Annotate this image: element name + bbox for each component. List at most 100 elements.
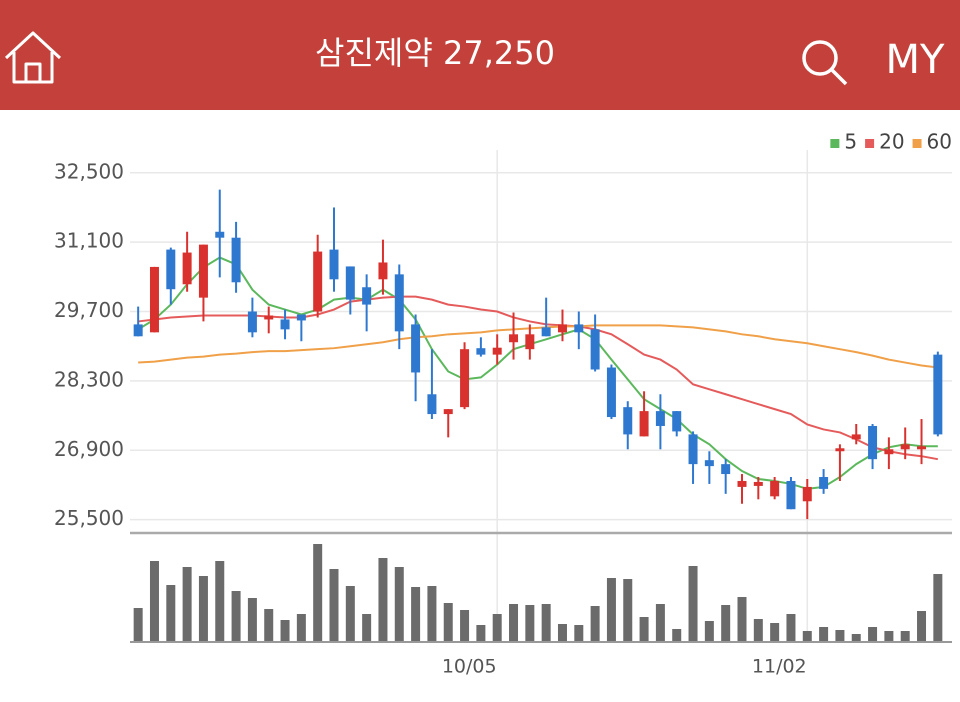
volume-bar — [460, 610, 470, 641]
moving-average-line — [137, 256, 938, 490]
candle-body — [770, 480, 780, 497]
candle-body — [182, 252, 192, 285]
candle-body — [590, 329, 600, 370]
candle-body — [753, 481, 763, 486]
volume-bar — [427, 586, 437, 641]
candle-body — [884, 449, 894, 455]
candle-body — [476, 348, 486, 355]
volume-bar — [851, 634, 861, 641]
candle-body — [819, 477, 829, 489]
volume-bar — [182, 567, 192, 641]
candle-body — [917, 446, 927, 450]
legend-label: 60 — [927, 130, 952, 154]
candle-body — [704, 460, 714, 467]
candle-body — [296, 314, 306, 321]
volume-bar — [476, 625, 486, 641]
volume-bar — [835, 630, 845, 641]
candle-body — [525, 334, 535, 350]
candle-body — [133, 324, 143, 337]
candle-body — [900, 444, 910, 450]
volume-bar — [884, 631, 894, 641]
volume-bar — [231, 591, 241, 641]
home-button[interactable] — [4, 31, 62, 84]
legend-label: 20 — [879, 130, 904, 154]
candle-body — [933, 354, 943, 435]
candle-body — [198, 244, 208, 298]
volume-bar — [574, 625, 584, 641]
candle-body — [574, 324, 584, 333]
volume-bar — [296, 614, 306, 641]
candle-body — [329, 249, 339, 280]
candle-body — [378, 262, 388, 280]
volume-bar — [672, 629, 682, 641]
volume-bar — [737, 597, 747, 641]
volume-bar — [541, 604, 551, 641]
x-tick-label: 11/02 — [752, 656, 807, 678]
volume-bar — [329, 569, 339, 641]
candle-body — [623, 407, 633, 435]
volume-bar — [655, 604, 665, 641]
volume-bar — [149, 561, 159, 641]
candle-body — [394, 274, 404, 332]
volume-bar — [786, 614, 796, 641]
candle-body — [688, 434, 698, 465]
candle-body — [639, 411, 649, 437]
search-icon — [802, 40, 838, 76]
x-tick-label: 10/05 — [442, 656, 497, 678]
volume-bar — [378, 558, 388, 641]
candle-body — [264, 315, 274, 320]
legend-swatch — [865, 139, 875, 148]
candle-body — [509, 334, 519, 343]
volume-bar — [933, 574, 943, 641]
y-tick-label: 25,500 — [54, 506, 124, 530]
search-button[interactable] — [802, 40, 848, 86]
volume-bar — [753, 619, 763, 641]
candle-body — [557, 324, 567, 333]
candle-body — [460, 349, 470, 408]
candle-body — [313, 251, 323, 312]
volume-bar — [247, 598, 257, 641]
candle-body — [345, 266, 355, 300]
volume-bar — [557, 624, 567, 641]
search-icon — [830, 68, 848, 86]
candle-body — [868, 425, 878, 460]
candle-body — [655, 411, 665, 426]
volume-bar — [704, 621, 714, 641]
volume-bar — [770, 623, 780, 641]
candle-body — [247, 311, 257, 333]
volume-bar — [509, 604, 519, 641]
volume-bar — [819, 627, 829, 641]
volume-bar — [198, 576, 208, 641]
y-tick-label: 28,300 — [54, 367, 124, 391]
volume-bar — [917, 611, 927, 641]
legend-swatch — [912, 139, 922, 148]
volume-bar — [264, 609, 274, 641]
my-button[interactable]: MY — [886, 37, 946, 83]
volume-bar — [525, 605, 535, 641]
volume-bar — [133, 608, 143, 641]
candle-body — [672, 411, 682, 432]
candle-body — [215, 231, 225, 238]
volume-bar — [345, 586, 355, 641]
candle-body — [541, 327, 551, 337]
volume-bar — [492, 614, 502, 641]
candle-body — [835, 448, 845, 452]
volume-bar — [166, 585, 176, 641]
volume-bar — [215, 561, 225, 641]
volume-bar — [868, 627, 878, 641]
volume-bar — [623, 579, 633, 641]
y-tick-label: 26,900 — [54, 437, 124, 461]
candle-body — [606, 367, 616, 418]
candle-body — [721, 464, 731, 475]
volume-bar — [411, 587, 421, 641]
volume-bar — [802, 631, 812, 641]
volume-bar — [313, 544, 323, 641]
candle-body — [802, 486, 812, 502]
y-tick-label: 29,700 — [54, 298, 124, 322]
volume-bar — [590, 606, 600, 641]
candle-body — [737, 480, 747, 487]
candle-body — [149, 266, 159, 333]
candle-body — [411, 324, 421, 373]
volume-bar — [362, 614, 372, 641]
y-tick-label: 31,100 — [54, 229, 124, 253]
